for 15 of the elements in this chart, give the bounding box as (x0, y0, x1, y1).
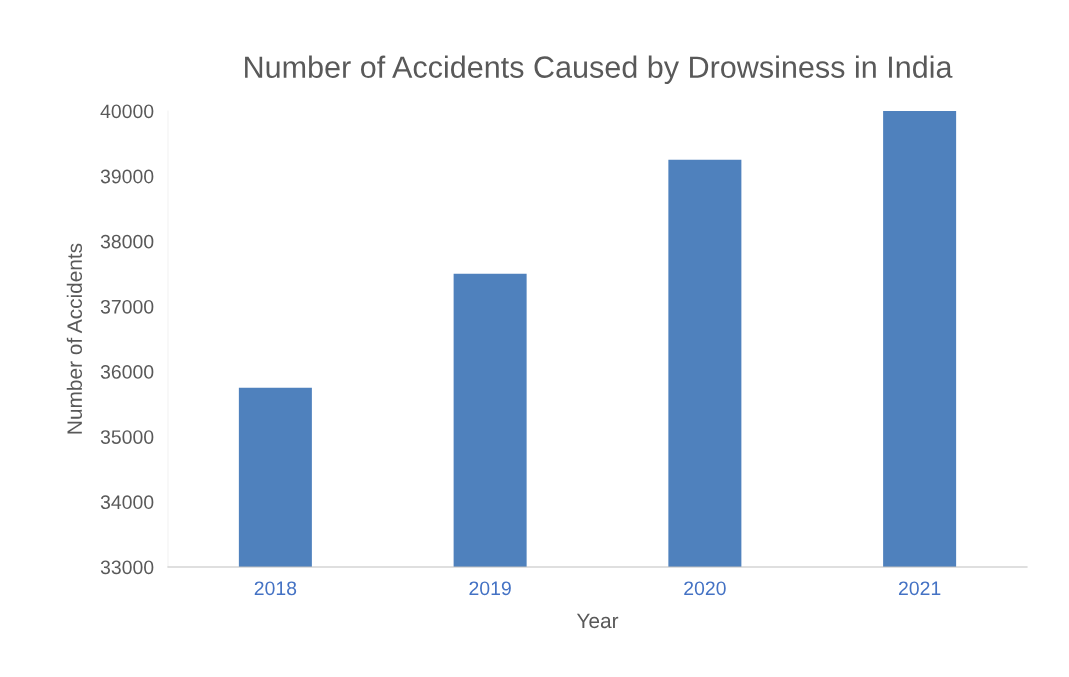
y-tick-label: 33000 (100, 560, 154, 575)
y-tick-label: 38000 (100, 234, 154, 249)
x-tick-label: 2019 (469, 581, 511, 596)
x-tick-label: 2020 (684, 581, 726, 596)
y-tick-label: 34000 (100, 495, 154, 510)
y-tick-label: 39000 (100, 169, 154, 184)
chart-title: Number of Accidents Caused by Drowsiness in India (245, 55, 953, 85)
x-tick-label: 2021 (898, 581, 941, 596)
y-tick-label: 35000 (100, 430, 154, 444)
y-tick-label: 37000 (100, 299, 154, 314)
y-axis-title: Number of Accidents (66, 243, 83, 434)
x-axis-title: Year (576, 613, 619, 629)
y-tick-label: 40000 (100, 104, 154, 119)
y-tick-label: 36000 (100, 365, 154, 379)
x-tick-label: 2018 (254, 581, 297, 596)
